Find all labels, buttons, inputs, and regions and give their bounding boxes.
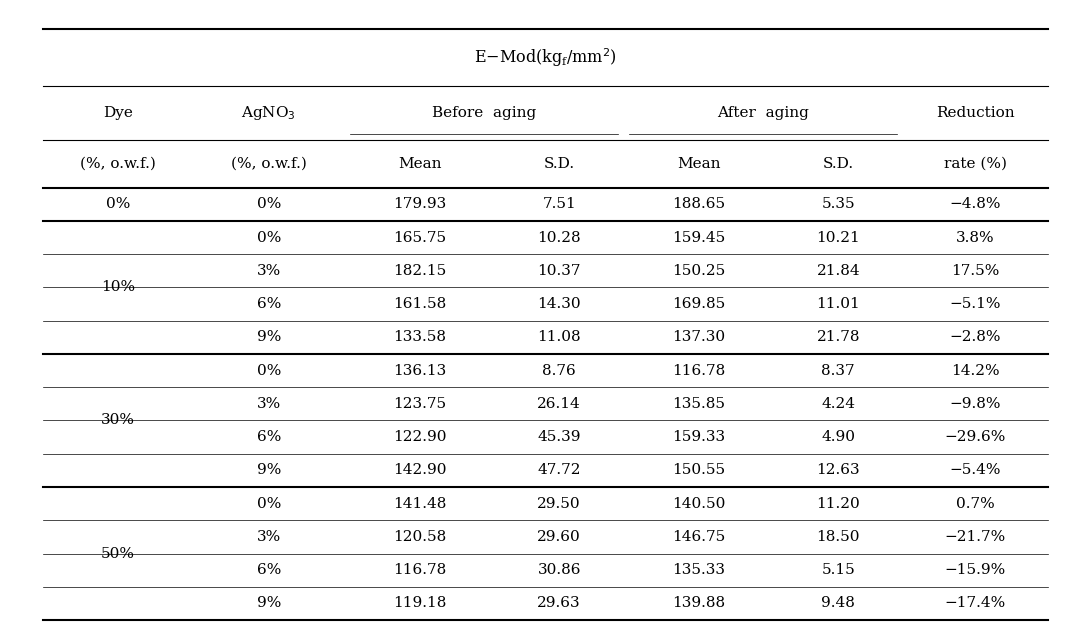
Text: 161.58: 161.58 <box>393 297 446 311</box>
Text: 4.24: 4.24 <box>821 397 855 411</box>
Text: 9.48: 9.48 <box>821 597 855 611</box>
Text: 133.58: 133.58 <box>393 330 446 344</box>
Text: 165.75: 165.75 <box>393 230 446 244</box>
Text: 10.28: 10.28 <box>538 230 580 244</box>
Text: Reduction: Reduction <box>935 106 1014 120</box>
Text: 14.2%: 14.2% <box>950 364 1000 378</box>
Text: 11.01: 11.01 <box>817 297 861 311</box>
Text: 120.58: 120.58 <box>393 530 446 544</box>
Text: 137.30: 137.30 <box>672 330 725 344</box>
Text: 0%: 0% <box>257 497 281 511</box>
Text: −29.6%: −29.6% <box>944 430 1006 444</box>
Text: 6%: 6% <box>257 297 281 311</box>
Text: −15.9%: −15.9% <box>944 563 1006 577</box>
Text: 21.78: 21.78 <box>817 330 861 344</box>
Text: 0%: 0% <box>257 197 281 211</box>
Text: (%, o.w.f.): (%, o.w.f.) <box>80 156 156 171</box>
Text: 179.93: 179.93 <box>393 197 446 211</box>
Text: 169.85: 169.85 <box>672 297 726 311</box>
Text: 11.08: 11.08 <box>538 330 580 344</box>
Text: 26.14: 26.14 <box>538 397 582 411</box>
Text: 0%: 0% <box>106 197 130 211</box>
Text: 8.76: 8.76 <box>542 364 576 378</box>
Text: After  aging: After aging <box>717 106 809 120</box>
Text: Dye: Dye <box>104 106 133 120</box>
Text: 29.50: 29.50 <box>538 497 580 511</box>
Text: 10.21: 10.21 <box>817 230 861 244</box>
Text: 146.75: 146.75 <box>672 530 726 544</box>
Text: 141.48: 141.48 <box>393 497 446 511</box>
Text: E$-$Mod(kg$_\mathregular{f}$/mm$^2$): E$-$Mod(kg$_\mathregular{f}$/mm$^2$) <box>474 46 617 69</box>
Text: 0%: 0% <box>257 364 281 378</box>
Text: 140.50: 140.50 <box>672 497 726 511</box>
Text: −2.8%: −2.8% <box>949 330 1001 344</box>
Text: 182.15: 182.15 <box>393 264 446 278</box>
Text: 0.7%: 0.7% <box>956 497 994 511</box>
Text: 116.78: 116.78 <box>393 563 446 577</box>
Text: 139.88: 139.88 <box>672 597 725 611</box>
Text: 30.86: 30.86 <box>538 563 580 577</box>
Text: 116.78: 116.78 <box>672 364 726 378</box>
Text: S.D.: S.D. <box>543 156 575 171</box>
Text: 136.13: 136.13 <box>393 364 446 378</box>
Text: 12.63: 12.63 <box>817 464 861 478</box>
Text: 45.39: 45.39 <box>538 430 580 444</box>
Text: 17.5%: 17.5% <box>950 264 1000 278</box>
Text: 3%: 3% <box>257 397 281 411</box>
Text: 3.8%: 3.8% <box>956 230 994 244</box>
Text: −4.8%: −4.8% <box>949 197 1001 211</box>
Text: 0%: 0% <box>257 230 281 244</box>
Text: −17.4%: −17.4% <box>944 597 1006 611</box>
Text: 11.20: 11.20 <box>817 497 861 511</box>
Text: 50%: 50% <box>102 546 135 560</box>
Text: S.D.: S.D. <box>823 156 854 171</box>
Text: 9%: 9% <box>257 597 281 611</box>
Text: 14.30: 14.30 <box>538 297 580 311</box>
Text: Mean: Mean <box>398 156 441 171</box>
Text: −21.7%: −21.7% <box>944 530 1006 544</box>
Text: 119.18: 119.18 <box>393 597 446 611</box>
Text: 5.15: 5.15 <box>821 563 855 577</box>
Text: 30%: 30% <box>102 413 135 427</box>
Text: 123.75: 123.75 <box>393 397 446 411</box>
Text: −5.4%: −5.4% <box>949 464 1001 478</box>
Text: rate (%): rate (%) <box>944 156 1007 171</box>
Text: 150.55: 150.55 <box>672 464 725 478</box>
Text: 6%: 6% <box>257 563 281 577</box>
Text: 8.37: 8.37 <box>821 364 855 378</box>
Text: 29.60: 29.60 <box>538 530 582 544</box>
Text: 7.51: 7.51 <box>542 197 576 211</box>
Text: 47.72: 47.72 <box>538 464 580 478</box>
Text: 159.33: 159.33 <box>672 430 725 444</box>
Text: AgNO$_3$: AgNO$_3$ <box>242 104 296 122</box>
Text: 21.84: 21.84 <box>817 264 861 278</box>
Text: 159.45: 159.45 <box>672 230 726 244</box>
Text: 135.85: 135.85 <box>672 397 725 411</box>
Text: 9%: 9% <box>257 464 281 478</box>
Text: 5.35: 5.35 <box>821 197 855 211</box>
Text: −5.1%: −5.1% <box>949 297 1001 311</box>
Text: (%, o.w.f.): (%, o.w.f.) <box>231 156 307 171</box>
Text: 10.37: 10.37 <box>538 264 580 278</box>
Text: 122.90: 122.90 <box>392 430 447 444</box>
Text: 3%: 3% <box>257 530 281 544</box>
Text: Mean: Mean <box>677 156 721 171</box>
Text: 188.65: 188.65 <box>672 197 725 211</box>
Text: 4.90: 4.90 <box>821 430 855 444</box>
Text: 135.33: 135.33 <box>672 563 725 577</box>
Text: 10%: 10% <box>102 280 135 294</box>
Text: 142.90: 142.90 <box>392 464 447 478</box>
Text: −9.8%: −9.8% <box>949 397 1001 411</box>
Text: 9%: 9% <box>257 330 281 344</box>
Text: 6%: 6% <box>257 430 281 444</box>
Text: 18.50: 18.50 <box>817 530 861 544</box>
Text: 150.25: 150.25 <box>672 264 726 278</box>
Text: 3%: 3% <box>257 264 281 278</box>
Text: 29.63: 29.63 <box>538 597 580 611</box>
Text: Before  aging: Before aging <box>432 106 536 120</box>
